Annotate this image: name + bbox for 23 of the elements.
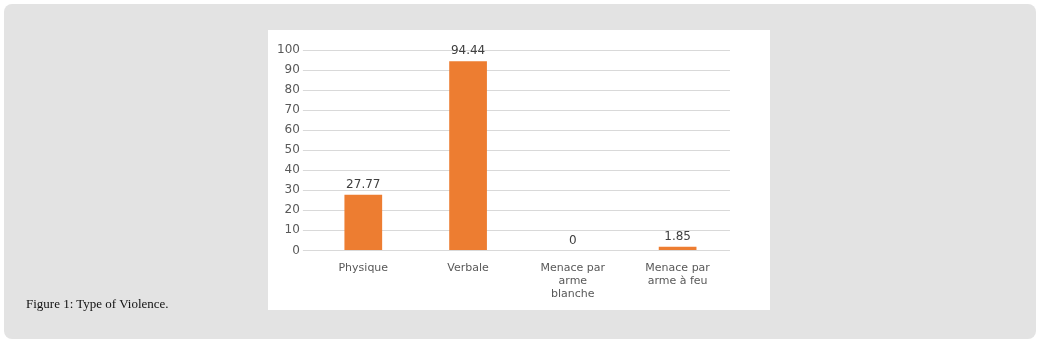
x-tick-label: Physique — [338, 260, 389, 274]
bar — [658, 246, 697, 250]
data-label: 0 — [569, 232, 577, 247]
data-label: 1.85 — [664, 228, 691, 243]
bar — [449, 61, 487, 250]
x-tick-label: Verbale — [447, 260, 490, 274]
y-tick-label: 80 — [284, 82, 300, 97]
y-tick-label: 40 — [284, 162, 300, 177]
x-tick-label: Menace par arme à feu — [645, 260, 711, 288]
y-tick-label: 20 — [284, 202, 300, 217]
y-tick-label: 100 — [277, 42, 300, 57]
caption: Figure 1: Type of Violence. — [26, 296, 169, 312]
data-label: 94.44 — [450, 43, 486, 58]
y-tick-label: 60 — [284, 122, 300, 137]
bar — [344, 194, 383, 250]
y-tick-label: 70 — [284, 102, 300, 117]
y-tick-label: 10 — [284, 222, 300, 237]
y-tick-label: 0 — [292, 242, 300, 257]
y-tick-label: 90 — [284, 62, 300, 77]
data-label: 27.77 — [346, 176, 381, 191]
y-tick-label: 30 — [284, 182, 300, 197]
x-tick-label: Menace par arme blanche — [540, 260, 606, 301]
y-tick-label: 50 — [284, 142, 300, 157]
